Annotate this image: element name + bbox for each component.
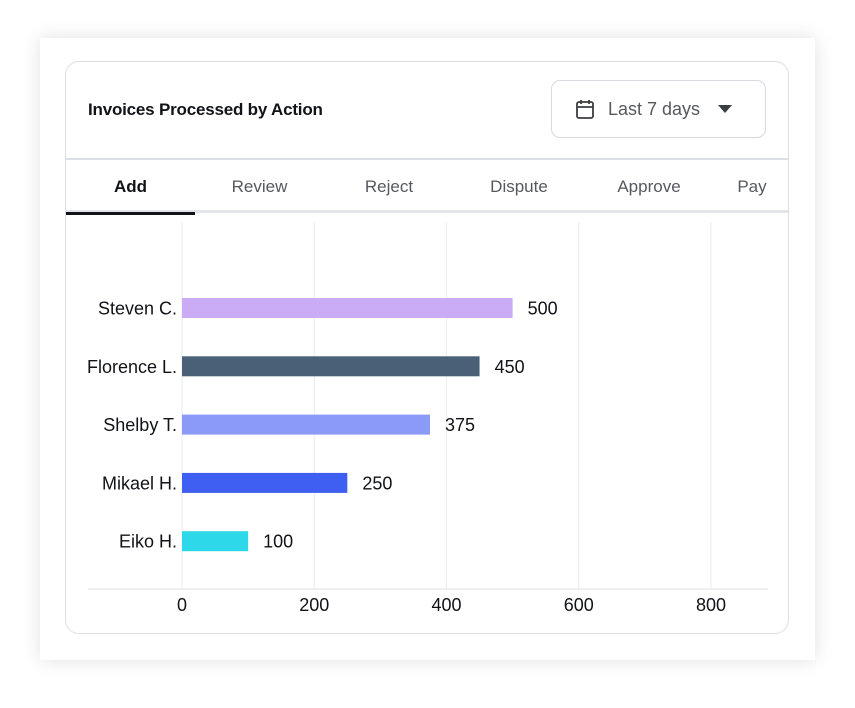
card-title: Invoices Processed by Action <box>88 100 323 119</box>
action-tabs: Add Review Reject Dispute Approve Pay <box>66 159 788 213</box>
category-label: Steven C. <box>98 299 177 319</box>
caret-down-icon <box>718 105 733 113</box>
category-label: Florence L. <box>87 357 177 377</box>
bar <box>182 356 480 377</box>
bar <box>182 414 430 435</box>
x-tick-label: 200 <box>299 595 329 615</box>
tab-dispute[interactable]: Dispute <box>490 177 548 196</box>
bar-chart: 0 200 400 600 800 Steven C. 500 Florence L. 450 S… <box>87 222 768 615</box>
data-label: 500 <box>528 299 558 319</box>
chart-card: Invoices Processed by Action Last 7 days… <box>65 61 789 634</box>
x-tick-label: 0 <box>177 595 187 615</box>
date-range-label: Last 7 days <box>608 98 701 119</box>
tab-pay[interactable]: Pay <box>737 177 767 196</box>
x-tick-label: 400 <box>431 595 461 615</box>
bar <box>182 298 513 318</box>
data-label: 375 <box>445 415 475 435</box>
category-label: Mikael H. <box>102 473 177 493</box>
tab-review[interactable]: Review <box>231 177 288 196</box>
data-label: 450 <box>495 357 525 377</box>
bar <box>182 531 249 552</box>
tab-add[interactable]: Add <box>113 177 148 196</box>
calendar-icon <box>576 100 594 119</box>
tab-approve[interactable]: Approve <box>617 177 681 196</box>
bar <box>182 472 348 493</box>
x-tick-label: 600 <box>564 595 594 615</box>
active-tab-indicator <box>66 212 195 215</box>
tabs-divider <box>66 158 788 160</box>
category-label: Shelby T. <box>103 415 177 435</box>
tab-reject[interactable]: Reject <box>364 177 414 196</box>
category-label: Eiko H. <box>119 532 177 552</box>
x-tick-label: 800 <box>696 595 726 615</box>
date-range-dropdown[interactable]: Last 7 days <box>551 80 766 138</box>
data-label: 250 <box>362 473 392 493</box>
data-label: 100 <box>263 532 293 552</box>
